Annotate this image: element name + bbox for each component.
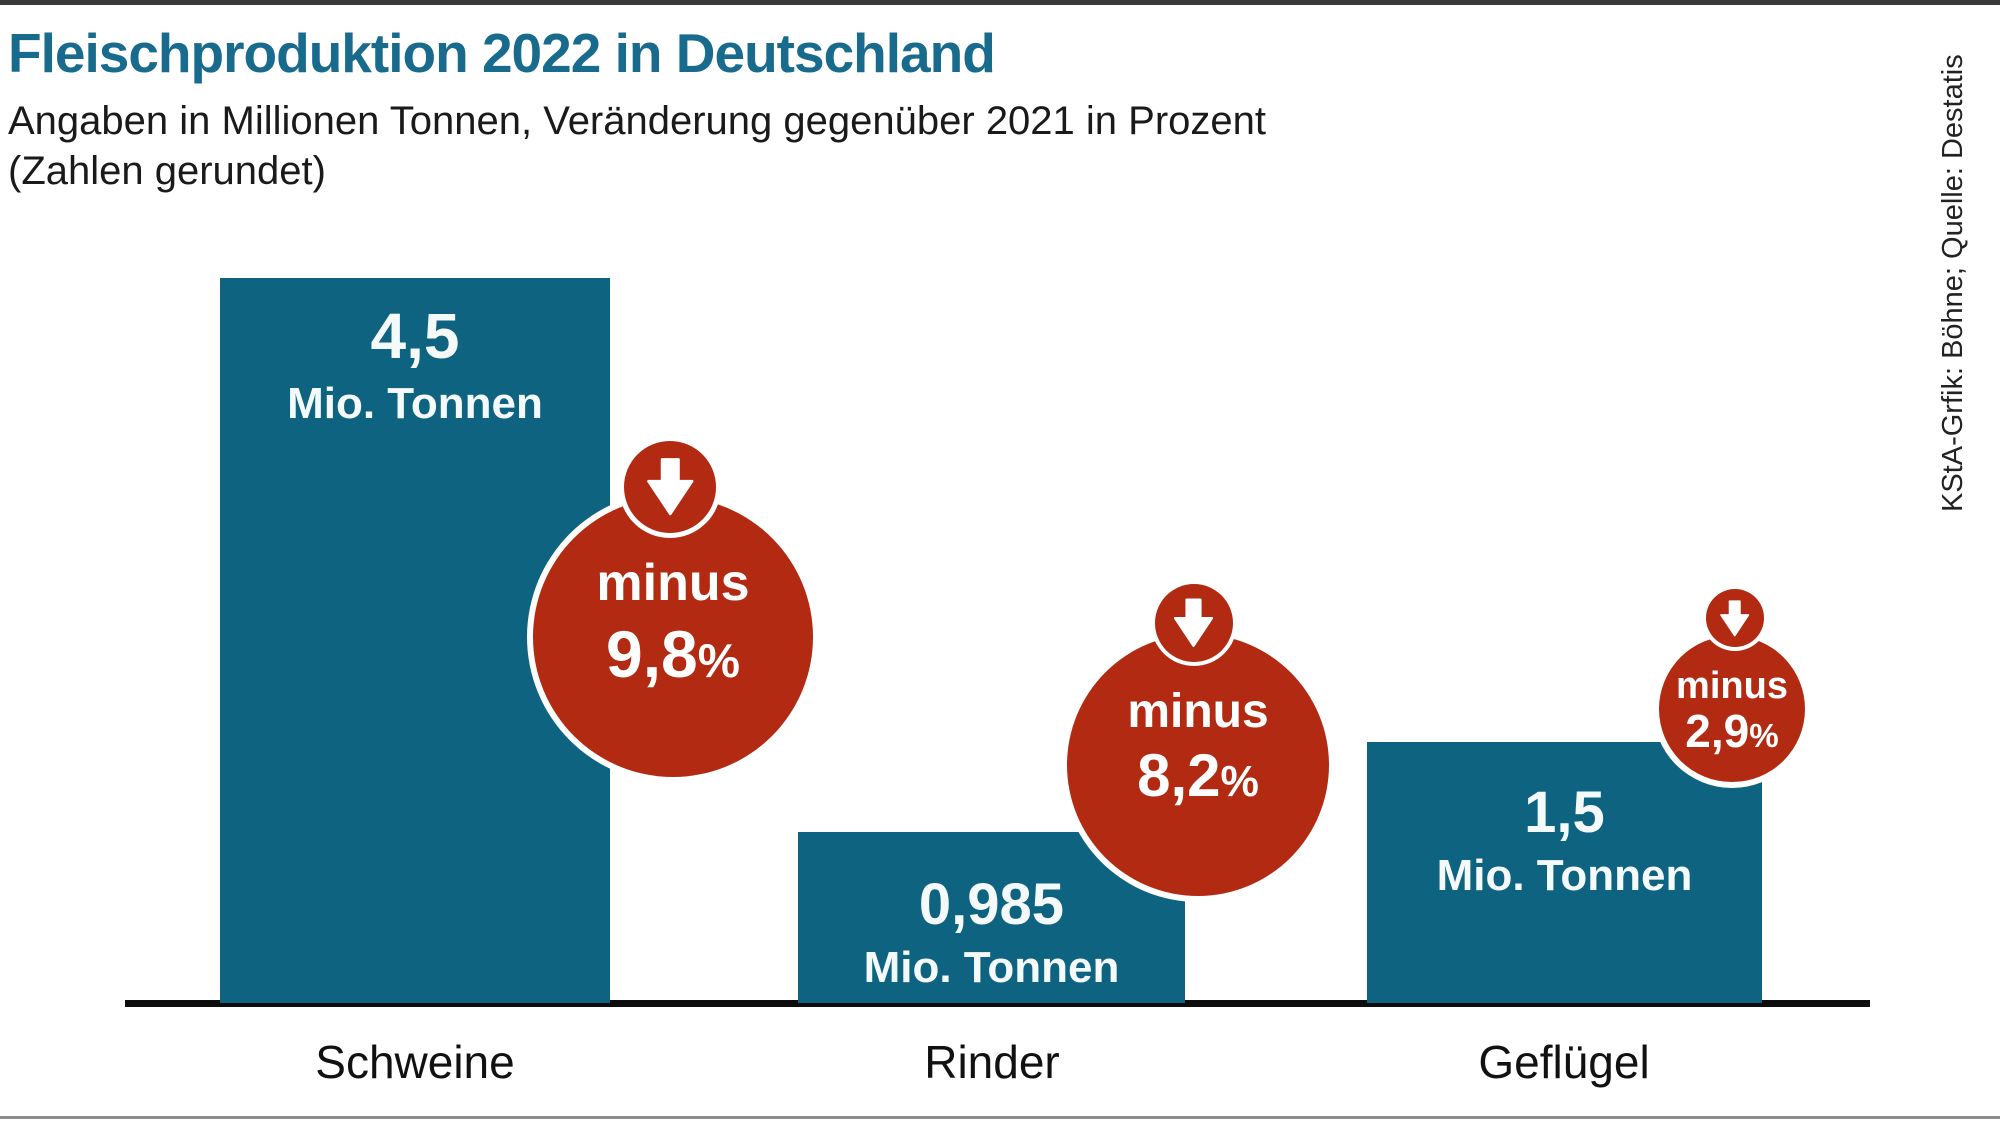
bottom-border-line	[0, 1116, 2000, 1119]
change-number: 9,8	[606, 617, 698, 691]
down-arrow-badge-gefluegel	[1706, 589, 1764, 647]
source-attribution: KStA-Grfik: Böhne; Quelle: Destatis	[1937, 54, 1969, 512]
chart-subtitle-line2: (Zahlen gerundet)	[8, 149, 326, 193]
badge-minus-word: minus	[596, 554, 750, 612]
down-arrow-icon	[1720, 599, 1750, 637]
change-badge-rinder: minus 8,2%	[1067, 634, 1329, 896]
x-axis-baseline	[125, 1000, 1870, 1007]
badge-minus-word: minus	[1127, 685, 1269, 738]
change-badge-gefluegel: minus 2,9%	[1659, 636, 1805, 782]
percent-sign: %	[1220, 758, 1259, 806]
badge-change-value: 9,8%	[606, 621, 740, 695]
badge-minus-word: minus	[1676, 665, 1788, 707]
category-label-rinder: Rinder	[924, 1036, 1060, 1088]
bar-unit-label: Mio. Tonnen	[287, 379, 543, 428]
badge-change-value: 8,2%	[1137, 746, 1259, 812]
badge-change-value: 2,9%	[1685, 708, 1778, 760]
change-number: 8,2	[1137, 742, 1221, 809]
down-arrow-badge-schweine	[624, 441, 716, 533]
down-arrow-icon	[1174, 598, 1214, 648]
bar-unit-label: Mio. Tonnen	[1436, 851, 1693, 900]
bar-value-label: 1,5	[1524, 780, 1605, 845]
top-border-line	[0, 0, 2000, 5]
change-number: 2,9	[1685, 705, 1750, 757]
down-arrow-badge-rinder	[1155, 584, 1233, 662]
chart-subtitle-line1: Angaben in Millionen Tonnen, Veränderung…	[8, 99, 1267, 143]
category-label-schweine: Schweine	[315, 1036, 515, 1088]
percent-sign: %	[697, 635, 740, 688]
bar-gefluegel: 1,5 Mio. Tonnen	[1367, 742, 1762, 1003]
bar-value-label: 0,985	[918, 872, 1065, 937]
category-label-gefluegel: Geflügel	[1478, 1036, 1650, 1088]
chart-title: Fleischproduktion 2022 in Deutschland	[8, 22, 996, 84]
bar-unit-label: Mio. Tonnen	[863, 943, 1120, 992]
bar-value-label: 4,5	[370, 300, 460, 372]
down-arrow-icon	[646, 458, 694, 516]
change-badge-schweine: minus 9,8%	[533, 497, 813, 777]
percent-sign: %	[1749, 718, 1779, 755]
